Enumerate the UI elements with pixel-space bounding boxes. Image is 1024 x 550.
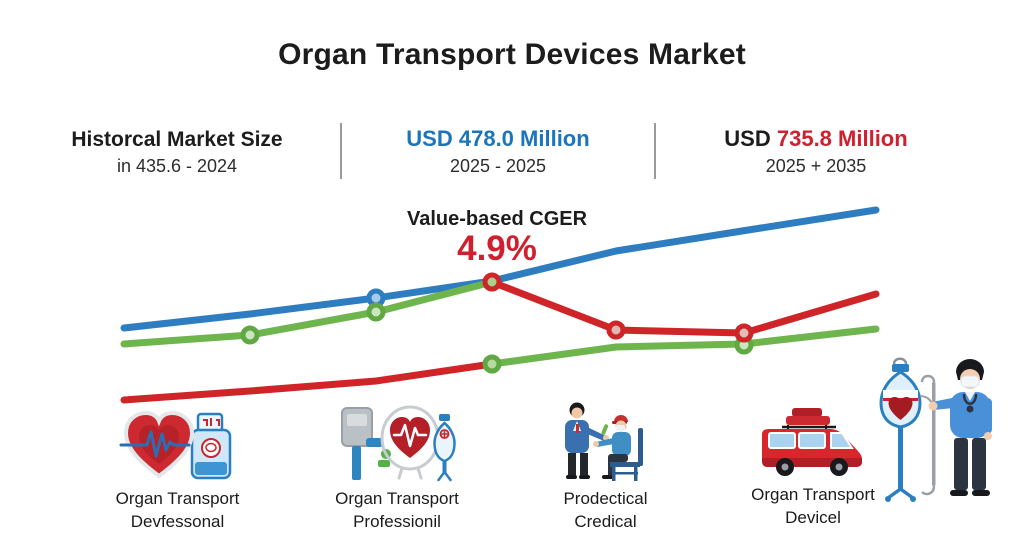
data-point-marker — [366, 302, 386, 322]
roof-luggage — [782, 408, 836, 429]
category-label-line1: Prodectical — [563, 489, 648, 508]
stat-market-size-2025: USD 478.0 Million 2025 - 2025 — [366, 126, 630, 177]
stat-main-text: 735.8 Million — [776, 126, 908, 151]
doctor-with-iv-stand-icon — [864, 352, 1006, 511]
category-medical-staff: Prodectical Credical — [528, 400, 683, 533]
category-organ-transport-professional: Organ Transport Professionil — [318, 402, 476, 533]
iv-bag — [433, 414, 456, 482]
stat-subtitle: 2025 - 2025 — [449, 156, 547, 176]
transport-van-icon — [762, 408, 862, 476]
category-organ-transport-devices: Organ Transport Devfessonal — [100, 404, 255, 533]
category-label-line1: Organ Transport — [115, 489, 240, 508]
data-point-marker — [240, 325, 260, 345]
data-point-marker — [734, 323, 754, 343]
stat-subtitle: in 435.6 - 2024 — [116, 156, 238, 176]
stats-divider — [654, 123, 656, 179]
heart-perfusion-machine-icon — [341, 405, 456, 482]
stat-subtitle: 2025 + 2035 — [765, 156, 867, 176]
category-label-line2: Devfessonal — [130, 512, 225, 531]
heart-chamber — [380, 405, 440, 480]
green-lower-segment-line — [488, 325, 880, 368]
category-label-line2: Credical — [574, 512, 637, 531]
iv-pole — [919, 374, 936, 496]
category-organ-transport-vehicle: Organ Transport Devicel — [734, 406, 892, 529]
category-label-line1: Organ Transport — [335, 489, 459, 508]
standing-clinician — [564, 402, 609, 479]
stat-value: USD 478.0 Million — [366, 126, 630, 152]
red-upper-segment-line — [488, 278, 880, 337]
stat-main-text: USD 478.0 Million — [406, 126, 590, 151]
doctor — [928, 359, 992, 496]
category-label: Organ Transport Devfessonal — [116, 487, 240, 533]
data-point-marker — [606, 320, 626, 340]
doctor-with-iv-stand-graphic — [879, 357, 992, 502]
category-label: Prodectical Credical — [563, 487, 647, 533]
cagr-annotation: Value-based CGER 4.9% — [382, 208, 612, 267]
category-label-line2: Professionil — [353, 512, 441, 531]
heart-ecg-with-transport-container-icon — [119, 410, 231, 480]
stat-value: USD 735.8 Million — [684, 126, 948, 152]
iv-stand — [879, 357, 922, 502]
data-point-marker — [482, 272, 502, 292]
stat-historical-market-size: Historcal Market Size in 435.6 - 2024 — [38, 128, 316, 177]
cagr-label: Value-based CGER — [406, 208, 588, 230]
stats-divider — [340, 123, 342, 179]
page-title: Organ Transport Devices Market — [278, 38, 746, 71]
stat-main-text: Historcal Market Size — [71, 128, 283, 151]
category-label: Organ Transport Devicel — [751, 483, 875, 529]
medical-staff-patient-icon — [564, 402, 643, 481]
stat-value: Historcal Market Size — [38, 128, 316, 152]
ecg-pulse-line — [119, 430, 190, 458]
seated-patient — [592, 415, 643, 481]
stat-prefix: USD — [724, 126, 777, 151]
category-label: Organ Transport Professionil — [335, 487, 459, 533]
cagr-value: 4.9% — [457, 229, 537, 268]
category-label-line2: Devicel — [785, 508, 841, 527]
data-point-marker — [482, 354, 502, 374]
green-upper-segment-line — [120, 278, 496, 348]
category-label-line1: Organ Transport — [751, 485, 875, 504]
red-lower-segment-line — [120, 360, 496, 404]
organ-container — [190, 412, 231, 480]
pump-device — [341, 407, 391, 480]
stat-market-size-2035: USD 735.8 Million 2025 + 2035 — [684, 126, 948, 177]
